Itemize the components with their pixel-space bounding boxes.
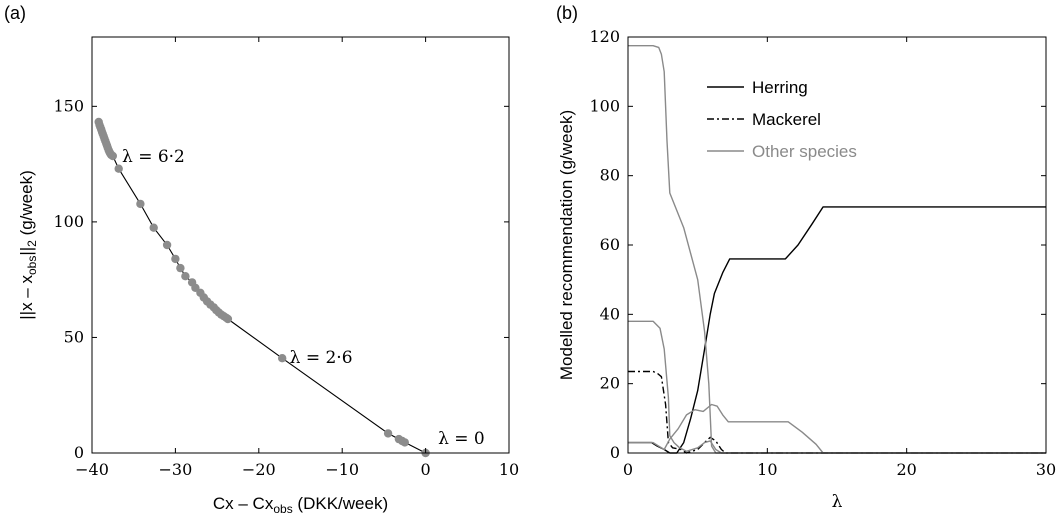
panel-a-x-axis-title-main: Cx – Cx xyxy=(213,494,274,513)
panel-b-x-axis-title: λ xyxy=(832,492,843,512)
panel-a-data-point xyxy=(162,240,172,250)
panel-a-y-axis-title-unit: (g/week) xyxy=(17,170,36,240)
panel-a-data-point xyxy=(383,429,393,438)
panel-a-data-point xyxy=(181,272,190,281)
panel-a-x-tick-label: −30 xyxy=(159,460,193,479)
panel-b-series-line-other-species-3 xyxy=(628,320,1046,454)
panel-a-data-point xyxy=(278,354,287,363)
panel-a-y-tick-label: 50 xyxy=(64,327,84,346)
panel-a-y-axis-title-norm: || xyxy=(17,247,36,256)
panel-a-connecting-line xyxy=(98,121,426,454)
panel-a-y-axis-title-subscript: obs xyxy=(25,256,39,275)
panel-b-y-tick-label: 100 xyxy=(589,96,620,115)
panel-a-data-point xyxy=(149,223,158,232)
panel-a-data-point xyxy=(136,199,145,209)
panel-b-y-tick-label: 120 xyxy=(589,27,620,46)
panel-b-line-chart: (b) 0 10 20 30 0 20 40 60 80 100 120 Herring Macker… xyxy=(556,3,1056,512)
panel-b-series-line-other-species-4 xyxy=(628,403,1046,454)
panel-a-data-point xyxy=(171,254,180,264)
panel-a-x-axis-title-unit: (DKK/week) xyxy=(293,494,388,513)
panel-a-y-axis-title-main: ||x – x xyxy=(17,275,36,320)
panel-a-y-tick-label: 150 xyxy=(53,96,84,115)
panel-b-y-tick-label: 60 xyxy=(600,235,620,254)
panel-a-x-axis-title: Cx – Cxobs (DKK/week) xyxy=(213,494,388,516)
panel-a-y-axis-title: ||x – xobs||2 (g/week) xyxy=(17,170,39,320)
panel-b-x-tick-label: 0 xyxy=(623,460,633,479)
panel-b-y-tick-label: 40 xyxy=(600,304,620,323)
panel-a-data-point xyxy=(114,164,123,173)
panel-b-label: (b) xyxy=(556,3,578,23)
panel-b-x-tick-label: 30 xyxy=(1036,460,1056,479)
panel-b-legend-label: Mackerel xyxy=(752,110,821,129)
panel-b-series-line-mackerel xyxy=(628,370,1046,454)
panel-b-y-tick-label: 20 xyxy=(600,374,620,393)
panel-a-y-axis-title-norm-subscript: 2 xyxy=(25,240,39,247)
panel-b-y-tick-label: 80 xyxy=(600,166,620,185)
panel-a-data-point xyxy=(176,263,185,273)
panel-b-series-line-herring xyxy=(628,206,1046,454)
panel-a-lambda-annotation: λ = 0 xyxy=(438,429,485,449)
panel-a-data-point xyxy=(223,314,233,324)
panel-b-x-tick-label: 20 xyxy=(896,460,916,479)
panel-a-x-tick-label: −10 xyxy=(325,460,359,479)
panel-a-label: (a) xyxy=(4,3,26,23)
panel-b-x-tick-label: 10 xyxy=(757,460,777,479)
panel-a-data-point xyxy=(108,151,118,161)
panel-a-x-tick-label: 10 xyxy=(499,460,519,479)
panel-a-x-axis-title-subscript: obs xyxy=(273,502,292,516)
panel-a-x-tick-label: 0 xyxy=(421,460,431,479)
panel-a-lambda-annotation: λ = 2·6 xyxy=(290,348,353,368)
panel-b-legend: Herring Mackerel Other species xyxy=(707,78,857,161)
panel-a-x-tick-label: −40 xyxy=(75,460,109,479)
panel-b-y-tick-label: 0 xyxy=(610,443,620,462)
panel-a-x-tick-label: −20 xyxy=(242,460,276,479)
panel-a-y-tick-label: 100 xyxy=(53,212,84,231)
panel-b-legend-label: Other species xyxy=(752,142,857,161)
panel-a-data-point xyxy=(400,438,409,447)
panel-b-legend-label: Herring xyxy=(752,78,808,97)
panel-b-y-axis-title: Modelled recommendation (g/week) xyxy=(557,110,576,380)
panel-b-series-line-other-species xyxy=(628,45,1046,454)
panel-b-plot-frame xyxy=(627,36,1047,454)
panel-a-plot-frame xyxy=(91,36,510,454)
panel-a-y-tick-label: 0 xyxy=(74,443,84,462)
panel-a-lambda-annotation: λ = 6·2 xyxy=(122,147,185,167)
